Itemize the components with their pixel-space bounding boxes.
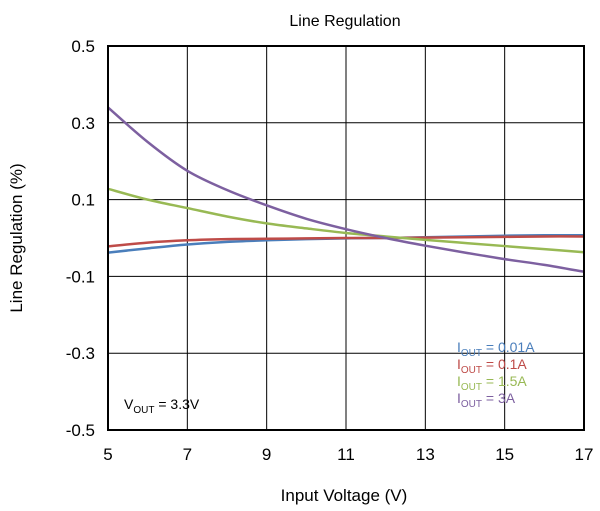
y-tick-label: 0.1 xyxy=(71,191,95,210)
y-tick-label: 0.5 xyxy=(71,37,95,56)
x-tick-label: 15 xyxy=(495,445,514,464)
vout-annotation: VOUT = 3.3V xyxy=(124,396,200,416)
series-line-3 xyxy=(107,106,585,274)
legend-entry-2: IOUT = 1.5A xyxy=(457,373,527,393)
chart-title: Line Regulation xyxy=(289,13,400,30)
y-tick-label: -0.3 xyxy=(66,344,95,363)
series-line-2 xyxy=(107,187,585,254)
x-axis-label: Input Voltage (V) xyxy=(281,486,408,505)
plot-frame xyxy=(107,45,585,431)
vout-label: VOUT = 3.3V xyxy=(124,396,200,416)
legend-entry-3: IOUT = 3A xyxy=(457,390,516,410)
series-line-1 xyxy=(107,235,585,248)
y-tick-label: 0.3 xyxy=(71,114,95,133)
x-tick-label: 11 xyxy=(337,445,355,464)
legend-entry-0: IOUT = 0.01A xyxy=(457,339,535,359)
tick-labels: 5 7 9 11 13 15 17 0.5 0.3 0.1 -0.1 -0.3 -0.5 xyxy=(66,37,594,464)
y-axis-label: Line Regulation (%) xyxy=(7,163,26,312)
x-tick-label: 17 xyxy=(575,445,594,464)
legend-entry-1: IOUT = 0.1A xyxy=(457,356,527,376)
x-tick-label: 9 xyxy=(262,445,271,464)
x-tick-label: 7 xyxy=(183,445,192,464)
series-lines xyxy=(107,106,585,274)
y-tick-label: -0.5 xyxy=(66,421,95,440)
x-tick-label: 13 xyxy=(416,445,435,464)
x-tick-label: 5 xyxy=(103,445,112,464)
y-tick-label: -0.1 xyxy=(66,267,95,286)
